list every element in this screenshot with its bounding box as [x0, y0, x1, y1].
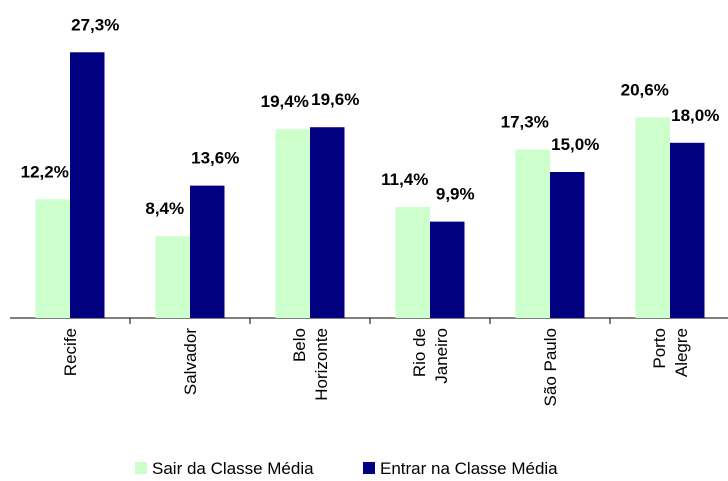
value-label: 11,4% [381, 170, 428, 189]
value-label: 17,3% [501, 113, 549, 132]
value-label: 9,9% [436, 185, 475, 204]
value-label: 19,6% [311, 90, 359, 109]
bar [275, 129, 310, 318]
bar [155, 236, 190, 318]
bar [670, 142, 705, 318]
x-tick-label: Salvador [181, 328, 200, 395]
legend-label: Sair da Classe Média [152, 459, 314, 478]
value-label: 18,0% [671, 106, 719, 125]
x-tick-label: São Paulo [541, 328, 560, 406]
x-tick-label: Recife [61, 328, 80, 376]
bar [550, 172, 585, 318]
bar [190, 185, 225, 318]
value-label: 8,4% [145, 199, 184, 218]
value-label: 20,6% [621, 80, 669, 99]
legend-label: Entrar na Classe Média [380, 459, 558, 478]
value-label: 15,0% [551, 135, 599, 154]
x-tick-label: Rio de Janeiro [410, 328, 451, 384]
legend-swatch [135, 462, 147, 474]
value-label: 19,4% [261, 92, 309, 111]
x-tick-label: Belo Horizonte [290, 328, 331, 401]
value-label: 27,3% [71, 15, 119, 34]
value-label: 13,6% [191, 149, 239, 168]
bar [635, 117, 670, 318]
bar [310, 127, 345, 318]
x-tick-label: Porto Alegre [650, 328, 691, 377]
bar [515, 149, 550, 318]
value-label: 12,2% [21, 162, 69, 181]
bar [395, 207, 430, 318]
bar [35, 199, 70, 318]
bar [430, 221, 465, 318]
bar [70, 52, 105, 318]
legend-swatch [363, 462, 375, 474]
